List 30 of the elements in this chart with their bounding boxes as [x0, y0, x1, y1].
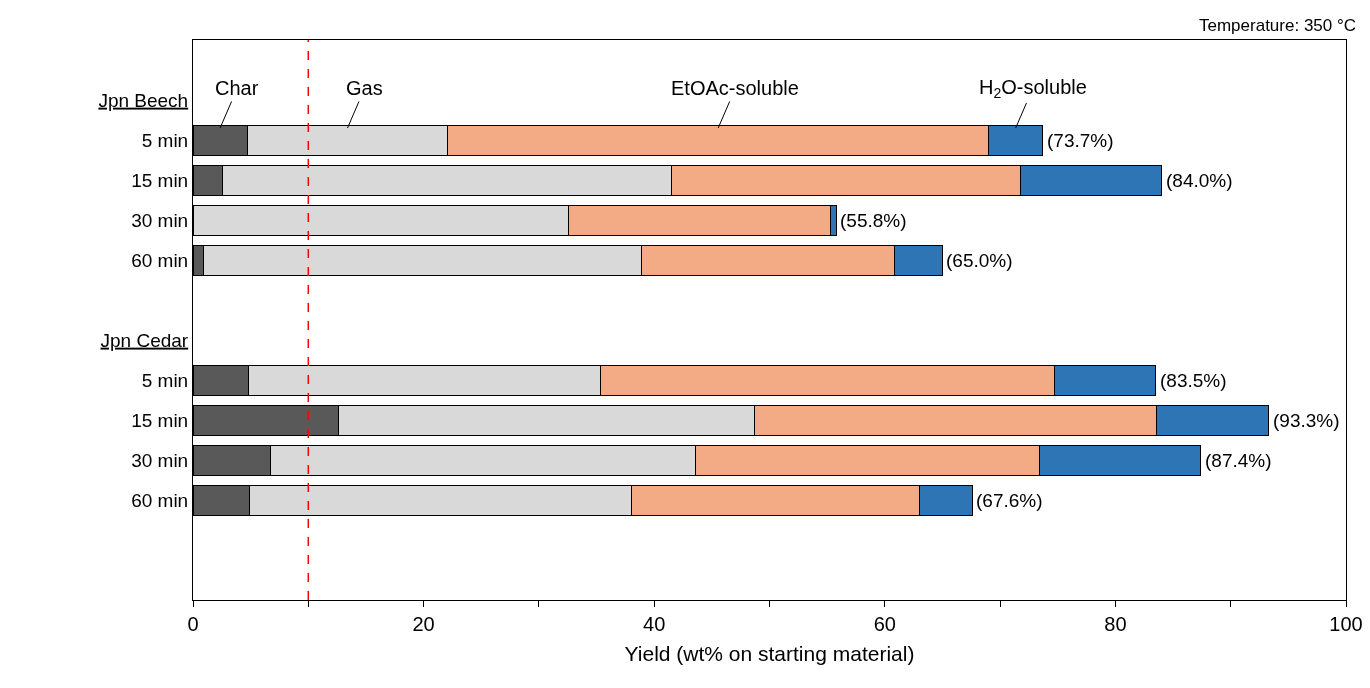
- x-tick-label: 40: [643, 613, 666, 635]
- text: Temperature: 350 °C: [1199, 16, 1357, 35]
- y-tick-label: 15 min: [131, 409, 189, 431]
- total-label: (87.4%): [1205, 450, 1272, 471]
- series-label: H$_{2}$O-soluble: [979, 76, 1087, 102]
- x-tick-label: 100: [1329, 613, 1363, 635]
- x-tick-label: 60: [873, 613, 896, 635]
- total-label: (55.8%): [840, 210, 907, 231]
- y-tick-label: Jpn Beech: [98, 89, 189, 111]
- x-tick-label: 80: [1104, 613, 1127, 635]
- series-label: Char: [215, 77, 259, 99]
- y-tick-label: 60 min: [131, 489, 189, 511]
- series-label: EtOAc-soluble: [671, 77, 799, 99]
- y-tick-label: 15 min: [131, 169, 189, 191]
- total-label: (83.5%): [1160, 370, 1227, 391]
- y-tick-label: Jpn Cedar: [100, 329, 189, 351]
- total-label: (93.3%): [1273, 410, 1340, 431]
- y-tick-label: 5 min: [141, 369, 189, 391]
- total-label: (73.7%): [1047, 130, 1114, 151]
- x-tick-label: 0: [187, 613, 199, 635]
- x-tick-label: 20: [412, 613, 435, 635]
- total-label: (65.0%): [946, 250, 1013, 271]
- y-tick-label: 30 min: [131, 209, 189, 231]
- total-label: (84.0%): [1166, 170, 1233, 191]
- total-label: (67.6%): [976, 490, 1043, 511]
- y-tick-label: 30 min: [131, 449, 189, 471]
- y-tick-label: 60 min: [131, 249, 189, 271]
- x-axis-title: Yield (wt% on starting material): [624, 642, 915, 666]
- y-tick-label: 5 min: [141, 129, 189, 151]
- series-label: Gas: [346, 77, 383, 99]
